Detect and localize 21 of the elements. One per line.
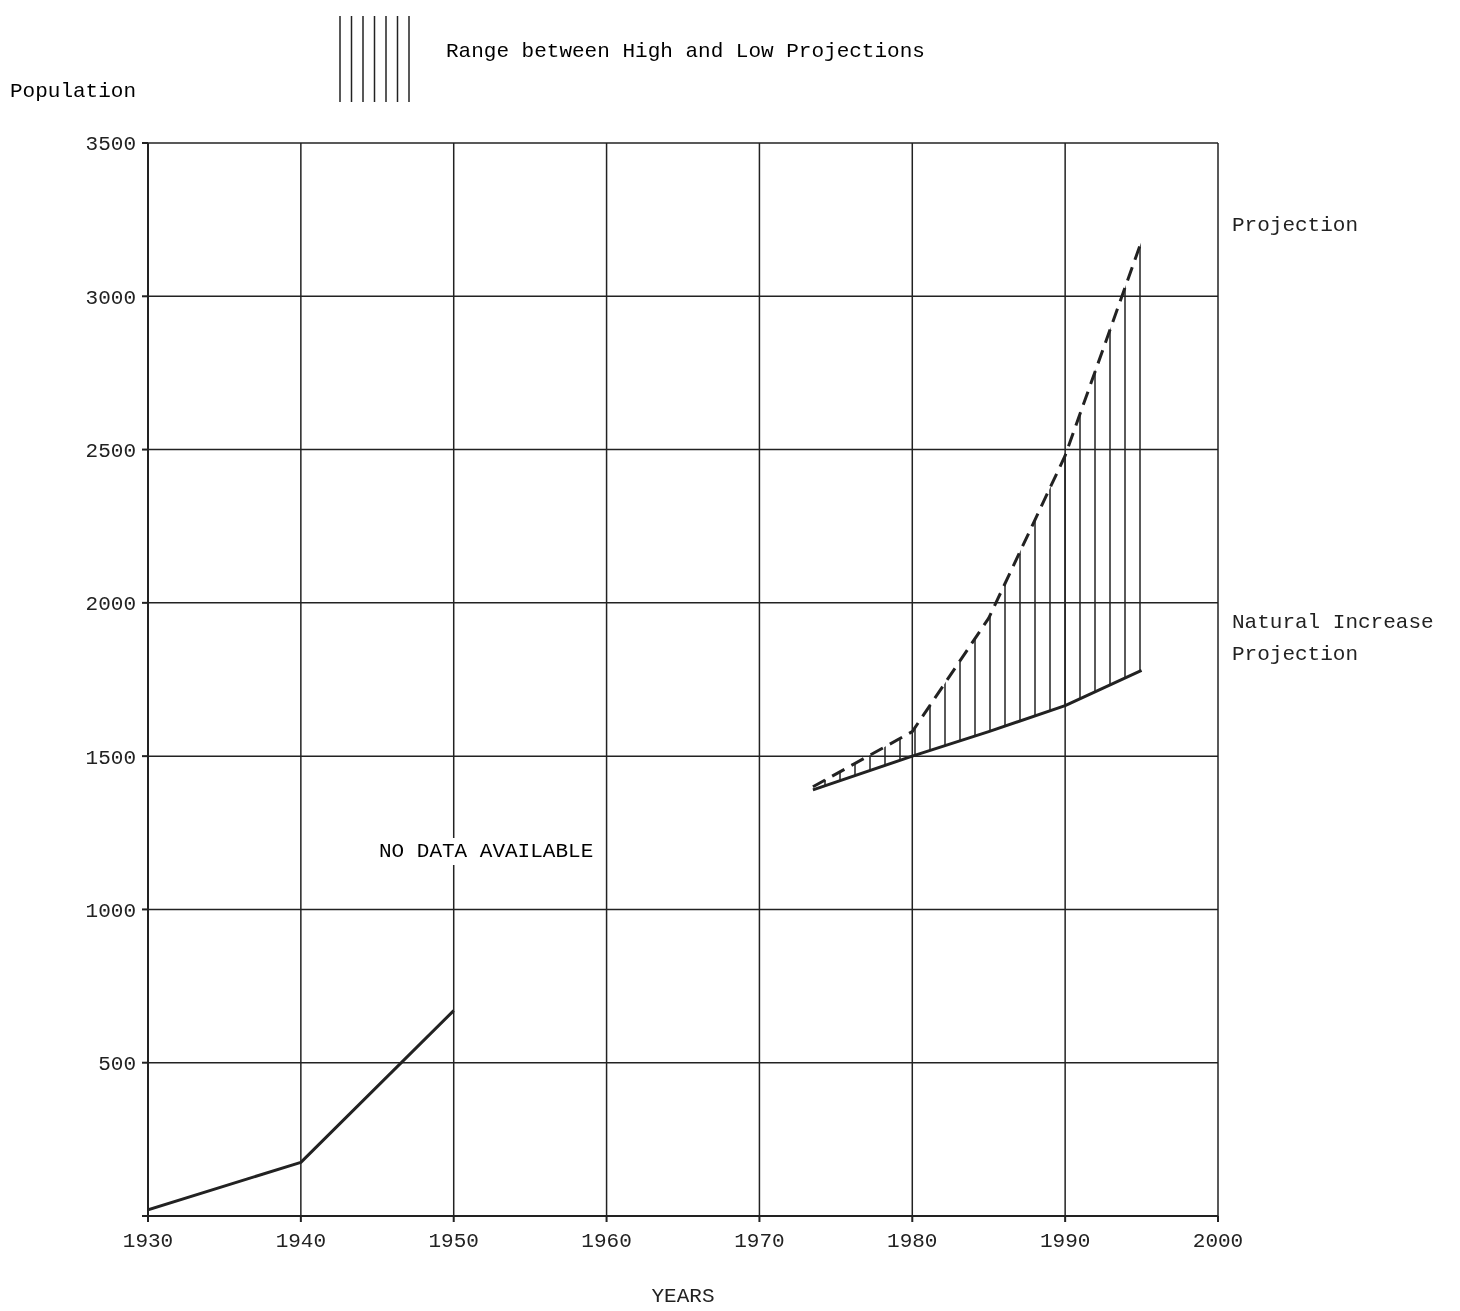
y-axis-title: Population (10, 80, 137, 103)
x-tick-label: 2000 (1192, 1229, 1244, 1253)
y-tick-label: 1000 (85, 899, 136, 923)
x-tick-label: 1940 (275, 1229, 327, 1253)
x-tick-label: 1970 (734, 1229, 785, 1253)
x-tick-label: 1980 (887, 1229, 938, 1253)
text: Projection (1232, 214, 1359, 238)
y-tick-label: 2000 (85, 593, 136, 617)
annotation: NO DATA AVAILABLE (373, 838, 600, 865)
y-tick-label: 3500 (85, 133, 136, 157)
legend-title: Range between High and Low Projections (446, 40, 925, 63)
y-tick-label: 500 (98, 1053, 136, 1077)
y-tick-label: 1500 (85, 746, 136, 770)
x-tick-label: 1930 (122, 1229, 174, 1253)
x-tick-label: 1990 (1039, 1229, 1091, 1253)
x-tick-label: 1960 (581, 1229, 632, 1253)
y-tick-label: 3000 (85, 286, 136, 310)
y-tick-label: 2500 (85, 440, 136, 464)
x-tick-label: 1950 (428, 1229, 479, 1253)
x-axis-title: YEARS (651, 1285, 715, 1308)
text: Natural Increase Projection (1232, 611, 1434, 667)
